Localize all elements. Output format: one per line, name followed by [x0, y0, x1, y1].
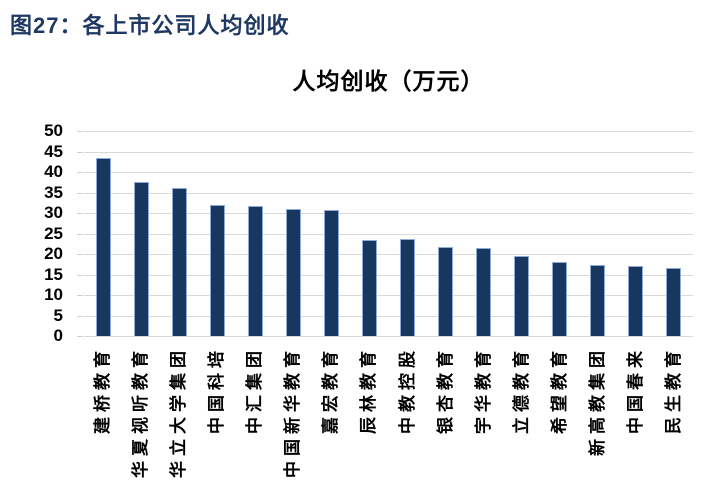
bar: [514, 256, 530, 336]
bar: [171, 188, 187, 336]
gridline: [84, 213, 693, 214]
x-category-label: 立德教育: [511, 346, 531, 434]
y-axis-tick: [77, 131, 83, 132]
y-tick-label: 45: [44, 141, 63, 161]
bar: [476, 248, 492, 336]
y-tick-label: 15: [44, 264, 63, 284]
x-category-label: 中教控股: [397, 346, 417, 434]
bar: [590, 264, 606, 336]
bar: [666, 268, 682, 336]
y-axis-tick: [77, 336, 83, 337]
x-category-label: 嘉宏教育: [321, 346, 341, 434]
x-category-label: 中国科培: [207, 346, 227, 434]
gridline: [84, 131, 693, 132]
x-category-label: 建桥教育: [93, 346, 113, 434]
gridline: [84, 172, 693, 173]
y-axis-tick: [77, 151, 83, 153]
x-category-label: 新高教集团: [587, 346, 607, 456]
y-tick-label: 30: [44, 203, 63, 222]
bar: [628, 266, 644, 336]
x-category-label: 银杏教育: [435, 346, 455, 434]
gridline: [84, 151, 693, 153]
bar: [438, 247, 454, 336]
y-axis-tick: [77, 254, 83, 255]
chart-title: 人均创收（万元）: [292, 69, 485, 94]
y-axis-tick: [77, 213, 83, 214]
y-tick-label: 50: [44, 121, 63, 140]
x-category-label: 民生教育: [663, 346, 683, 434]
bar: [323, 209, 339, 336]
x-category-label: 中国春来: [625, 346, 645, 434]
y-axis-tick: [77, 192, 83, 194]
y-tick-label: 25: [44, 223, 63, 243]
bar: [400, 239, 416, 336]
y-tick-label: 40: [44, 162, 63, 181]
gridline: [84, 233, 693, 235]
x-category-label: 辰林教育: [359, 346, 379, 434]
bar: [285, 209, 301, 336]
y-axis-tick: [77, 233, 83, 235]
y-axis-tick: [77, 315, 83, 317]
bar: [247, 206, 263, 336]
y-axis-tick: [77, 274, 83, 276]
gridline: [84, 295, 693, 296]
gridline: [84, 192, 693, 194]
x-category-label: 华立大学集团: [169, 346, 189, 478]
gridline: [84, 315, 693, 317]
gridline: [84, 254, 693, 255]
y-tick-label: 0: [53, 326, 63, 345]
bar: [133, 182, 149, 336]
gridline: [84, 274, 693, 276]
x-category-label: 中国新华教育: [283, 346, 303, 478]
y-tick-label: 10: [44, 285, 63, 304]
bar: [552, 262, 568, 336]
y-tick-label: 20: [44, 244, 63, 263]
figure-caption: 图27：各上市公司人均创收: [10, 13, 290, 38]
y-tick-label: 5: [53, 305, 63, 325]
x-category-label: 宇华教育: [473, 346, 493, 434]
plot-area: [84, 131, 693, 337]
bar: [209, 204, 225, 336]
y-axis-tick: [77, 172, 83, 173]
y-axis-tick: [77, 295, 83, 296]
bar: [361, 240, 377, 336]
x-category-label: 中汇集团: [245, 346, 265, 434]
x-category-label: 希望教育: [549, 346, 569, 434]
bar: [95, 157, 111, 336]
x-category-label: 华夏视听教育: [131, 346, 151, 478]
y-tick-label: 35: [44, 182, 63, 202]
